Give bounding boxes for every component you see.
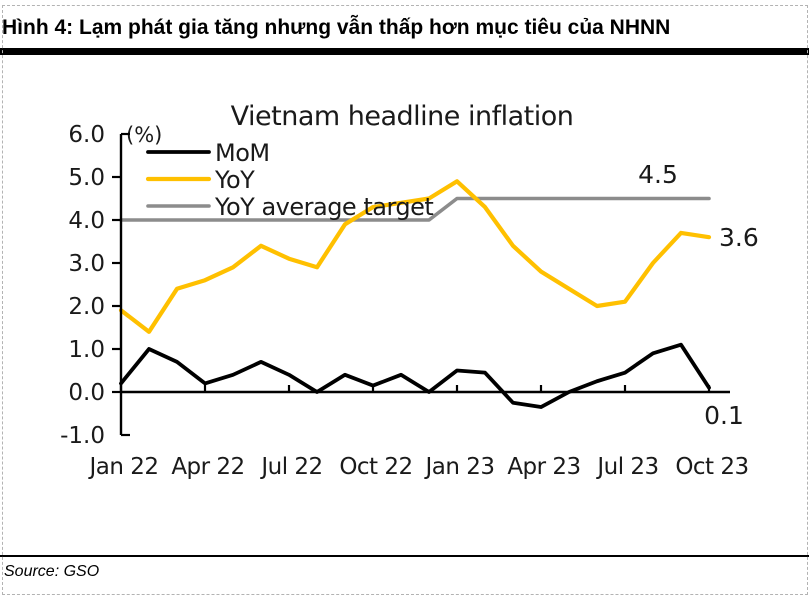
annotation-target-level: 4.5	[638, 160, 678, 189]
y-axis-tick-label: 2.0	[68, 294, 105, 320]
y-axis-tick-label: 5.0	[68, 165, 105, 191]
y-axis-tick-label: 3.0	[68, 251, 105, 277]
annotation-yoy-last: 3.6	[719, 223, 759, 252]
x-axis-tick-label: Apr 23	[507, 454, 580, 480]
y-axis-tick-label: 6.0	[68, 122, 105, 148]
figure-header: Hình 4: Lạm phát gia tăng nhưng vẫn thấp…	[0, 6, 809, 56]
legend-item-mom: MoM	[146, 139, 270, 167]
y-axis: 6.0 5.0 4.0 3.0 2.0 1.0 0.0 -1.0	[60, 122, 130, 449]
legend-label-yoy: YoY	[214, 166, 255, 194]
legend-label-yoy-average-target: YoY average target	[214, 193, 433, 221]
legend-item-yoy: YoY	[145, 166, 256, 194]
figure-title: Hình 4: Lạm phát gia tăng nhưng vẫn thấp…	[2, 16, 671, 39]
y-axis-tick-label: 1.0	[68, 337, 105, 363]
footer-rule	[0, 555, 809, 557]
y-axis-tick-label: 0.0	[68, 380, 105, 406]
source-label: Source: GSO	[4, 563, 100, 580]
annotation-mom-last: 0.1	[704, 401, 744, 430]
x-axis-tick-label: Oct 22	[339, 454, 412, 480]
legend-item-yoy-average-target: YoY average target	[146, 193, 434, 221]
x-axis-tick-label: Jul 23	[595, 454, 658, 480]
y-axis-tick-label: 4.0	[68, 208, 105, 234]
yoy-average-target-series-line	[119, 196, 711, 222]
mom-series-line	[119, 342, 711, 409]
chart-title: Vietnam headline inflation	[231, 101, 574, 132]
x-axis-tick-label: Jan 23	[423, 454, 494, 480]
y-axis-tick-label: -1.0	[60, 423, 105, 449]
legend-label-mom: MoM	[215, 139, 270, 167]
x-axis-tick-label: Jul 22	[259, 454, 322, 480]
y-axis-unit-label: (%)	[126, 123, 162, 147]
yoy-series-line	[118, 179, 712, 334]
x-axis-tick-label: Oct 23	[675, 454, 748, 480]
x-axis-tick-label: Apr 22	[171, 454, 244, 480]
x-axis-tick-label: Jan 22	[87, 454, 158, 480]
header-rule	[0, 48, 809, 56]
